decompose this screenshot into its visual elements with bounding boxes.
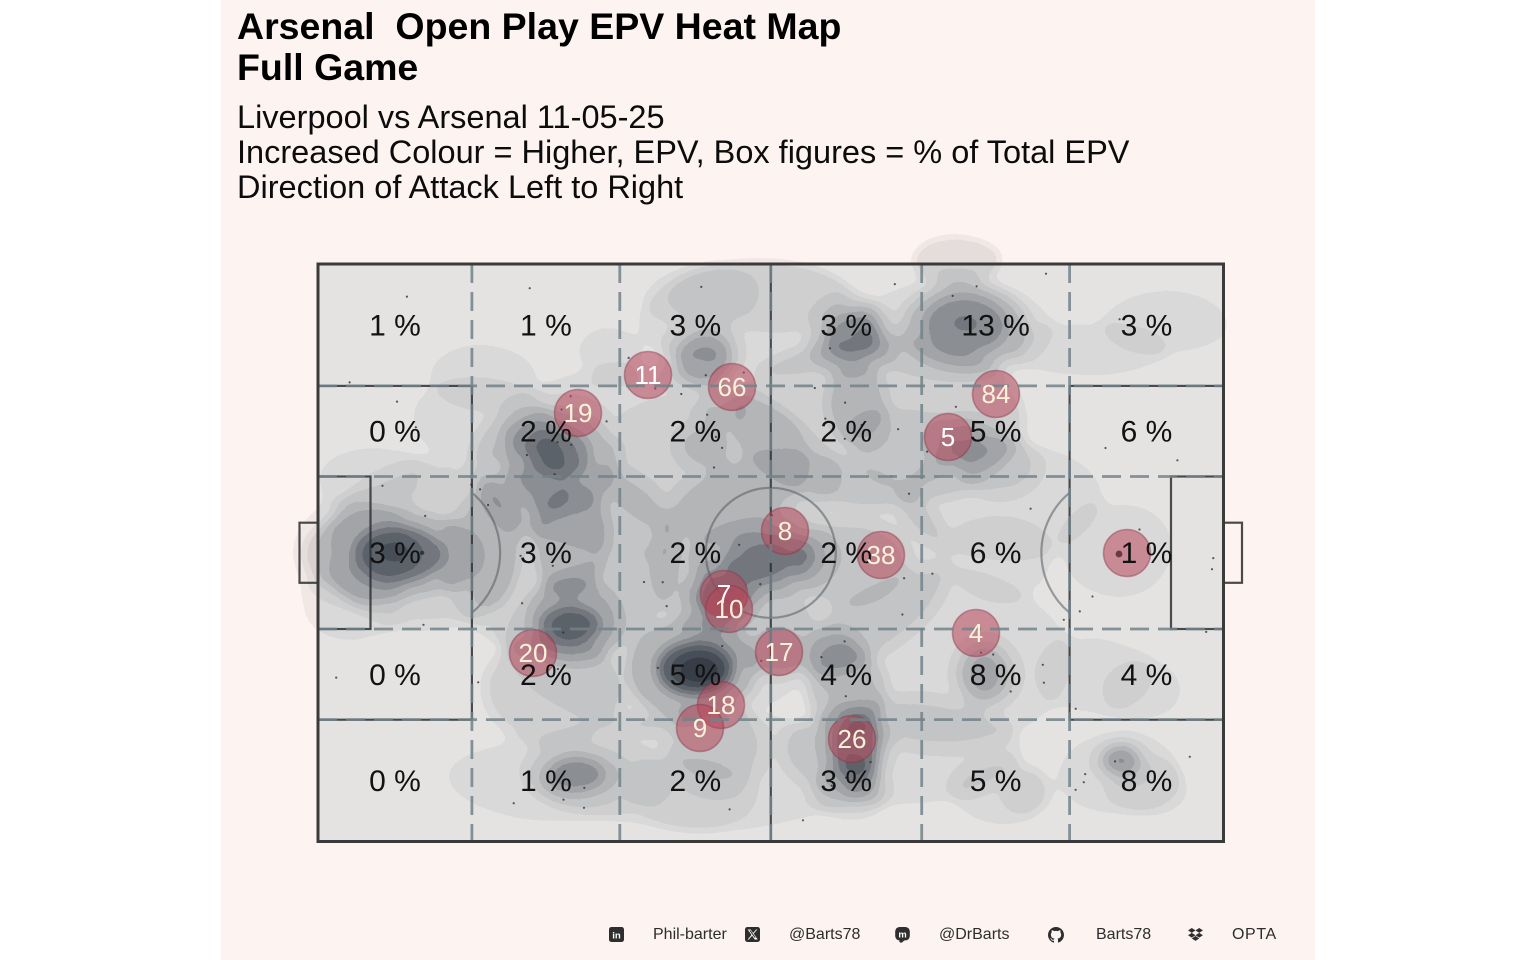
svg-text:84: 84 [982,379,1011,409]
svg-text:5 %: 5 % [669,659,721,692]
svg-text:0 %: 0 % [369,765,421,798]
svg-text:20: 20 [519,638,548,668]
svg-text:5 %: 5 % [970,416,1022,449]
svg-text:m: m [898,928,906,939]
svg-text:3 %: 3 % [669,309,721,342]
svg-text:3 %: 3 % [1121,309,1173,342]
svg-text:4 %: 4 % [1121,659,1173,692]
svg-text:4: 4 [969,618,983,648]
svg-text:4 %: 4 % [820,659,872,692]
svg-text:3 %: 3 % [369,537,421,570]
svg-text:8 %: 8 % [970,659,1022,692]
svg-text:6 %: 6 % [970,537,1022,570]
svg-text:26: 26 [838,724,867,754]
svg-text:2 %: 2 % [669,765,721,798]
svg-text:2 %: 2 % [669,537,721,570]
svg-text:3 %: 3 % [820,765,872,798]
svg-text:2 %: 2 % [820,537,872,570]
svg-text:9: 9 [693,713,707,743]
svg-text:5: 5 [941,422,955,452]
svg-text:66: 66 [718,372,747,402]
svg-text:2 %: 2 % [520,416,572,449]
svg-text:7: 7 [717,579,731,609]
svg-text:0 %: 0 % [369,659,421,692]
svg-text:2 %: 2 % [820,416,872,449]
svg-text:in: in [612,930,621,941]
svg-text:2 %: 2 % [520,659,572,692]
svg-text:38: 38 [867,540,896,570]
svg-text:2 %: 2 % [669,416,721,449]
svg-text:11: 11 [635,360,662,390]
svg-text:18: 18 [707,690,736,720]
svg-text:19: 19 [564,398,593,428]
svg-text:1 %: 1 % [1121,537,1173,570]
svg-text:8: 8 [778,516,792,546]
svg-text:17: 17 [765,637,794,667]
svg-text:6 %: 6 % [1121,416,1173,449]
svg-text:0 %: 0 % [369,416,421,449]
svg-text:5 %: 5 % [970,765,1022,798]
svg-text:1 %: 1 % [520,309,572,342]
svg-text:3 %: 3 % [520,537,572,570]
svg-text:3 %: 3 % [820,309,872,342]
svg-text:1 %: 1 % [520,765,572,798]
svg-text:1 %: 1 % [369,309,421,342]
svg-text:8 %: 8 % [1121,765,1173,798]
svg-text:10: 10 [715,594,744,624]
svg-text:13 %: 13 % [961,309,1029,342]
